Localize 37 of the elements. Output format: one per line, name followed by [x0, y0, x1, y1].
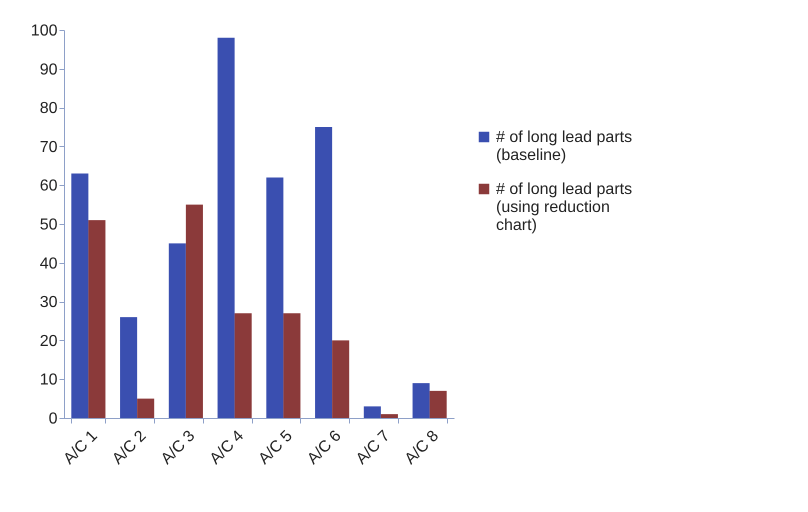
bar	[380, 414, 398, 418]
x-tick-label: A/C 3	[158, 427, 198, 468]
legend-label: # of long lead parts (using reduction chart)	[496, 181, 632, 234]
y-tick-label: 100	[30, 22, 58, 40]
bar	[283, 313, 300, 418]
y-tick-label: 50	[40, 216, 58, 234]
y-tick-label: 0	[48, 410, 58, 428]
x-tick-label: A/C 5	[256, 427, 296, 468]
bar	[364, 406, 381, 418]
bar	[218, 38, 235, 418]
x-tick-label: A/C 6	[304, 427, 345, 468]
y-tick-label: 30	[40, 294, 58, 312]
bar	[71, 174, 88, 418]
bar	[332, 340, 350, 418]
bar	[88, 220, 106, 418]
bar	[412, 383, 430, 418]
bar	[137, 398, 154, 418]
y-tick-label: 90	[40, 61, 58, 78]
y-tick-label: 70	[40, 138, 58, 156]
bar	[168, 243, 186, 418]
bar	[266, 177, 284, 418]
x-tick-label: A/C 4	[206, 427, 248, 468]
bar	[120, 317, 138, 418]
bar	[430, 390, 447, 418]
x-tick-label: A/C 2	[109, 427, 150, 468]
x-tick-label: A/C 8	[402, 427, 442, 468]
x-tick-label: A/C 7	[353, 427, 394, 468]
bar	[186, 204, 203, 418]
bar	[315, 127, 332, 418]
y-tick-label: 10	[40, 372, 58, 389]
y-tick-label: 80	[40, 100, 58, 118]
y-tick-label: 40	[40, 255, 58, 272]
y-tick-label: 60	[40, 178, 58, 195]
bar	[234, 313, 252, 418]
x-tick-label: A/C 1	[60, 427, 101, 468]
legend-label: # of long lead parts (baseline)	[496, 129, 632, 164]
y-tick-label: 20	[40, 332, 58, 350]
